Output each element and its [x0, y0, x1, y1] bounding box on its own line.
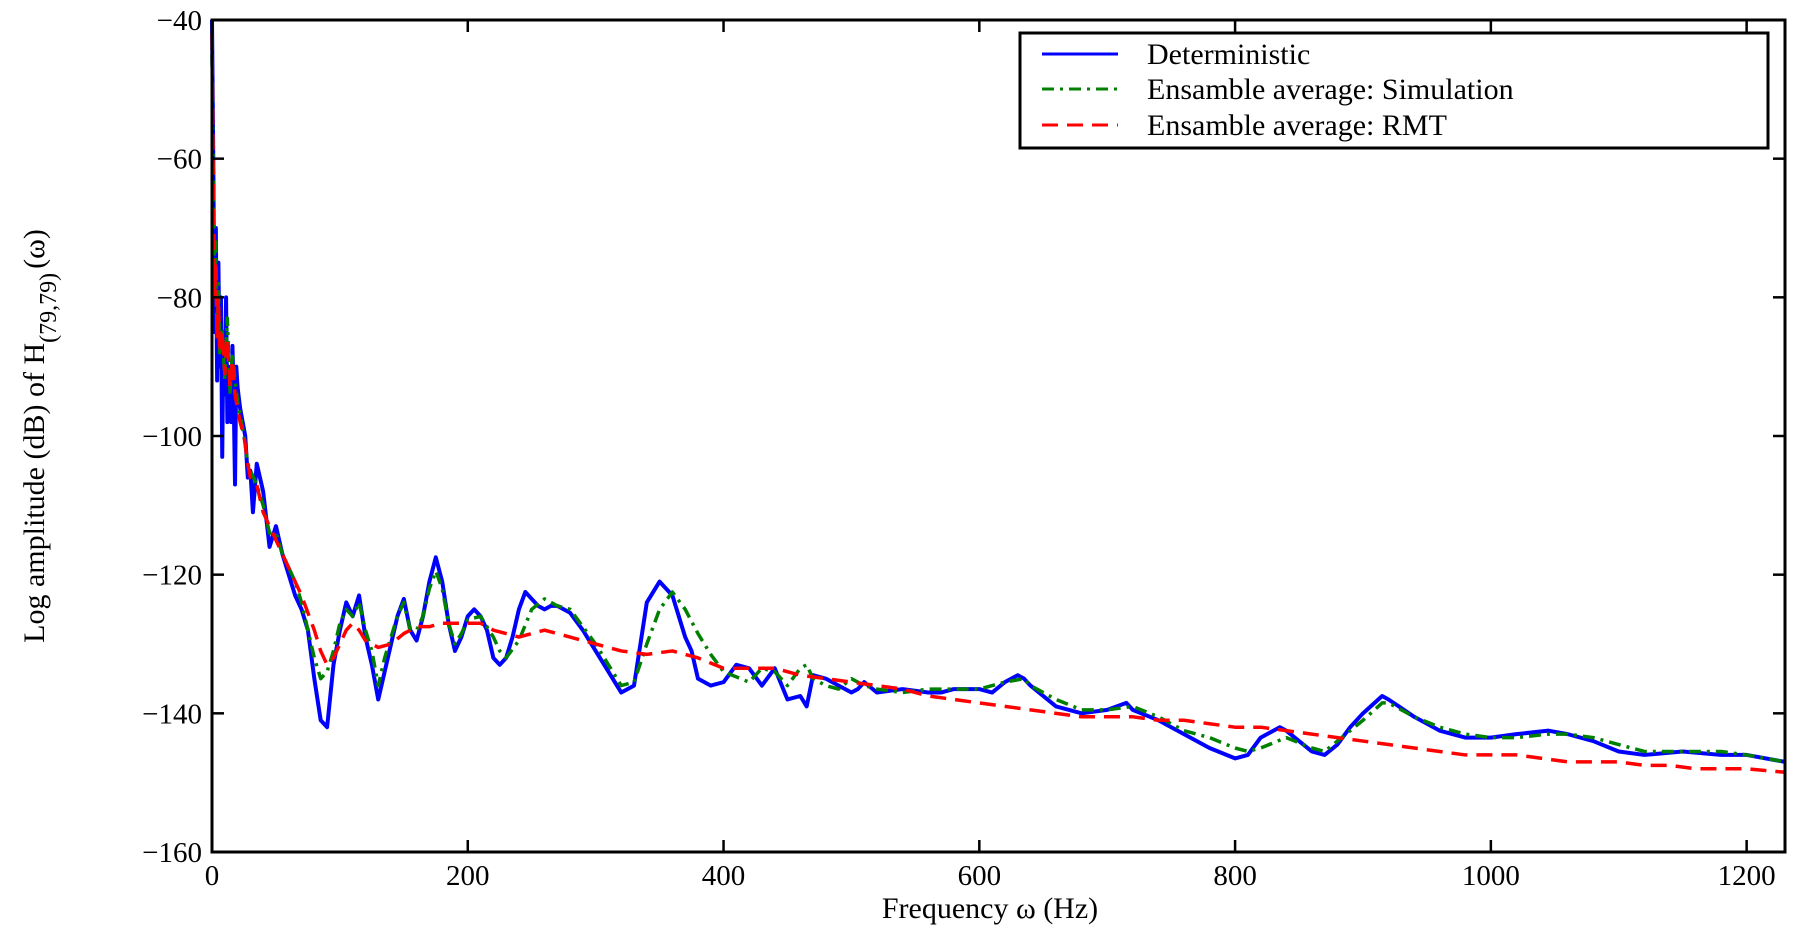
x-tick-label: 800 — [1213, 860, 1257, 892]
legend-label-rmt: Ensamble average: RMT — [1147, 109, 1447, 142]
y-axis-title-suffix: (ω) — [18, 229, 51, 269]
y-tick-label: −120 — [142, 560, 202, 592]
legend-box — [1018, 31, 1770, 150]
x-tick-label: 400 — [702, 860, 746, 892]
x-tick-label: 1000 — [1462, 860, 1520, 892]
y-axis-title-subscript: (79,79) — [36, 273, 62, 343]
series-layer — [210, 19, 1786, 775]
legend: Deterministic Ensamble average: Simulati… — [1018, 31, 1770, 150]
y-tick-label: −140 — [142, 698, 202, 730]
y-tick-label: −80 — [157, 282, 202, 314]
y-axis-title: Log amplitude (dB) of H(79,79) (ω) — [18, 229, 62, 643]
x-tick-label: 1200 — [1718, 860, 1776, 892]
legend-label-deterministic: Deterministic — [1147, 38, 1310, 71]
series-line-1 — [210, 54, 1786, 764]
y-tick-label: −40 — [157, 5, 202, 37]
x-tick-label: 600 — [958, 860, 1002, 892]
x-tick-label: 0 — [205, 860, 220, 892]
y-tick-label: −100 — [142, 421, 202, 453]
axis-ticks — [210, 18, 1785, 854]
x-axis-title: Frequency ω (Hz) — [882, 892, 1098, 925]
axis-tick-labels: 0 200 400 600 800 1000 1200 −40 −60 −80 −100 −120 −1… — [142, 5, 1775, 892]
y-axis-title-prefix: Log amplitude (dB) of H — [18, 343, 51, 643]
series-line-2 — [210, 33, 1786, 775]
legend-label-simulation: Ensamble average: Simulation — [1147, 73, 1514, 106]
y-tick-label: −60 — [157, 144, 202, 176]
y-tick-label: −160 — [142, 837, 202, 869]
x-tick-label: 200 — [446, 860, 490, 892]
